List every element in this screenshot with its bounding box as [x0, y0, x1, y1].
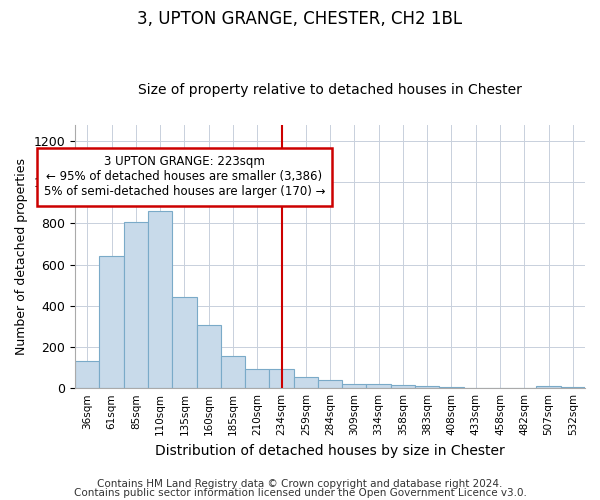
- Bar: [221, 356, 245, 388]
- Bar: [75, 362, 100, 388]
- Bar: [124, 222, 148, 388]
- Title: Size of property relative to detached houses in Chester: Size of property relative to detached ho…: [138, 83, 522, 97]
- Bar: [197, 325, 221, 388]
- Bar: [342, 384, 367, 388]
- Bar: [293, 378, 318, 388]
- Bar: [439, 387, 464, 388]
- Bar: [100, 256, 124, 388]
- Bar: [391, 385, 415, 388]
- X-axis label: Distribution of detached houses by size in Chester: Distribution of detached houses by size …: [155, 444, 505, 458]
- Bar: [269, 368, 293, 388]
- Text: 3 UPTON GRANGE: 223sqm
← 95% of detached houses are smaller (3,386)
5% of semi-d: 3 UPTON GRANGE: 223sqm ← 95% of detached…: [44, 156, 325, 198]
- Bar: [536, 386, 561, 388]
- Text: Contains HM Land Registry data © Crown copyright and database right 2024.: Contains HM Land Registry data © Crown c…: [97, 479, 503, 489]
- Bar: [367, 384, 391, 388]
- Bar: [172, 296, 197, 388]
- Text: Contains public sector information licensed under the Open Government Licence v3: Contains public sector information licen…: [74, 488, 526, 498]
- Bar: [415, 386, 439, 388]
- Text: 3, UPTON GRANGE, CHESTER, CH2 1BL: 3, UPTON GRANGE, CHESTER, CH2 1BL: [137, 10, 463, 28]
- Bar: [561, 387, 585, 388]
- Bar: [245, 368, 269, 388]
- Bar: [148, 211, 172, 388]
- Bar: [318, 380, 342, 388]
- Y-axis label: Number of detached properties: Number of detached properties: [15, 158, 28, 355]
